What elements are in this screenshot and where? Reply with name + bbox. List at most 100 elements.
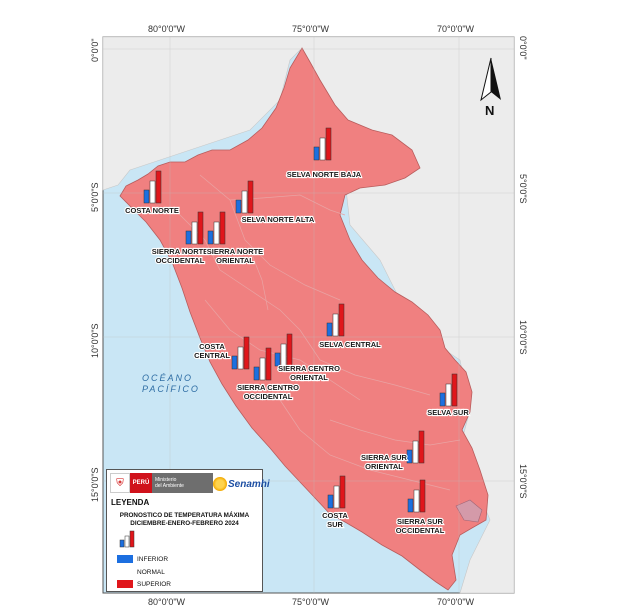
region-label: SELVA CENTRAL xyxy=(319,340,381,349)
region-bars-sierra-centro-occidental xyxy=(253,347,272,381)
bar-superior xyxy=(418,430,425,464)
bar-inferior xyxy=(274,352,281,367)
bar-inferior xyxy=(407,498,414,513)
coord-left-1: 0°0'0" xyxy=(90,38,100,62)
region-bars-costa-central xyxy=(231,336,250,370)
legend-title: LEYENDA xyxy=(111,498,150,507)
region-label: ORIENTAL xyxy=(290,373,328,382)
sun-icon xyxy=(213,477,227,491)
bar-normal xyxy=(413,489,420,513)
region-bars-selva-central xyxy=(326,303,345,337)
region-label: SIERRA CENTRO xyxy=(278,364,340,373)
region-selva-sur: SELVA SUR xyxy=(426,373,470,418)
legend-label-normal: NORMAL xyxy=(137,569,165,576)
regions-layer: SELVA NORTE BAJA COSTA NORTE SELVA NORTE A… xyxy=(124,127,470,536)
bar-normal xyxy=(213,221,220,245)
legend-swatch-inferior xyxy=(117,555,133,563)
bar-inferior xyxy=(406,449,413,464)
region-bars-selva-norte-alta xyxy=(235,180,254,214)
bar-superior xyxy=(197,211,204,245)
bar-inferior xyxy=(143,189,150,204)
region-bars-selva-sur xyxy=(439,373,458,407)
bar-normal xyxy=(241,190,248,214)
region-label: SELVA NORTE BAJA xyxy=(287,170,362,179)
bar-superior xyxy=(325,127,332,161)
region-bars-sierra-norte-occidental xyxy=(185,211,204,245)
north-arrow-icon: N xyxy=(480,57,501,118)
neighbor-land xyxy=(102,36,515,594)
logos: ⛨ PERÚ Ministerio del Ambiente Senamhi xyxy=(110,473,270,495)
coord-bottom-1: 80°0'0"W xyxy=(148,597,186,607)
bar-normal xyxy=(332,313,339,337)
region-selva-norte-alta: SELVA NORTE ALTA xyxy=(235,180,316,225)
legend-subtitle-2: DICIEMBRE-ENERO-FEBRERO 2024 xyxy=(130,520,239,527)
coord-labels-top: 80°0'0"W 75°0'0"W 70°0'0"W xyxy=(148,24,475,34)
ocean-label-1: OCÉANO xyxy=(142,373,193,383)
legend-label-inferior: INFERIOR xyxy=(137,556,169,563)
ocean-label-2: PACÍFICO xyxy=(142,384,200,394)
bar-inferior xyxy=(235,199,242,214)
bar-superior xyxy=(243,336,250,370)
region-label: SIERRA SUR xyxy=(361,453,408,462)
bar-inferior xyxy=(326,322,333,337)
region-label: OCCIDENTAL xyxy=(396,526,445,535)
bar-superior xyxy=(338,303,345,337)
bar-inferior xyxy=(185,230,192,245)
region-costa-norte: COSTA NORTE xyxy=(124,170,180,216)
coord-top-3: 70°0'0"W xyxy=(437,24,475,34)
senamhi-logo: Senamhi xyxy=(213,474,270,494)
bar-normal xyxy=(412,440,419,464)
region-label: SIERRA CENTRO xyxy=(237,383,299,392)
legend-bar-glyph xyxy=(119,530,135,548)
region-label: OCCIDENTAL xyxy=(156,256,205,265)
region-bars-selva-norte-baja xyxy=(313,127,332,161)
logo-peru-text: PERÚ xyxy=(130,473,152,493)
legend-subtitle-1: PRONOSTICO DE TEMPERATURA MÁXIMA xyxy=(119,512,250,519)
region-bars-costa-sur xyxy=(327,475,346,509)
region-bars-sierra-norte-oriental xyxy=(207,211,226,245)
north-label: N xyxy=(485,103,494,118)
peru-landmass xyxy=(119,47,489,591)
bar-normal xyxy=(149,180,156,204)
coord-left-3: 10°0'0"S xyxy=(90,323,100,358)
region-bars-sierra-centro-oriental xyxy=(274,333,293,367)
bar-normal xyxy=(319,137,326,161)
bar-inferior xyxy=(439,392,446,407)
coord-labels-left: 0°0'0" 5°0'0"S 10°0'0"S 15°0'0"S xyxy=(90,38,100,502)
coord-right-4: 15°0'0"S xyxy=(518,464,528,499)
bar-superior xyxy=(247,180,254,214)
legend-swatch-superior xyxy=(117,580,133,588)
bar-normal xyxy=(259,357,266,381)
bar-normal xyxy=(333,485,340,509)
region-label: SELVA SUR xyxy=(427,408,469,417)
region-label: OCCIDENTAL xyxy=(244,392,293,401)
bar-normal xyxy=(191,221,198,245)
region-label: SELVA NORTE ALTA xyxy=(242,215,315,224)
bar-inferior xyxy=(231,355,238,370)
coord-top-1: 80°0'0"W xyxy=(148,24,186,34)
legend-swatch-normal xyxy=(117,568,133,576)
bar-superior xyxy=(265,347,272,381)
coord-right-3: 10°0'0"S xyxy=(518,320,528,355)
region-bars-sierra-sur-oriental xyxy=(406,430,425,464)
bar-inferior xyxy=(327,494,334,509)
coord-right-1: 0°0'0" xyxy=(518,36,528,60)
legend-label-superior: SUPERIOR xyxy=(137,581,171,588)
lake xyxy=(455,499,483,523)
coord-labels-bottom: 80°0'0"W 75°0'0"W 70°0'0"W xyxy=(148,597,475,607)
coord-top-2: 75°0'0"W xyxy=(292,24,330,34)
bar-inferior xyxy=(313,146,320,161)
bar-superior xyxy=(155,170,162,204)
region-label: COSTA xyxy=(322,511,348,520)
region-label: COSTA xyxy=(199,342,225,351)
bar-inferior xyxy=(207,230,214,245)
region-label: COSTA NORTE xyxy=(125,206,179,215)
